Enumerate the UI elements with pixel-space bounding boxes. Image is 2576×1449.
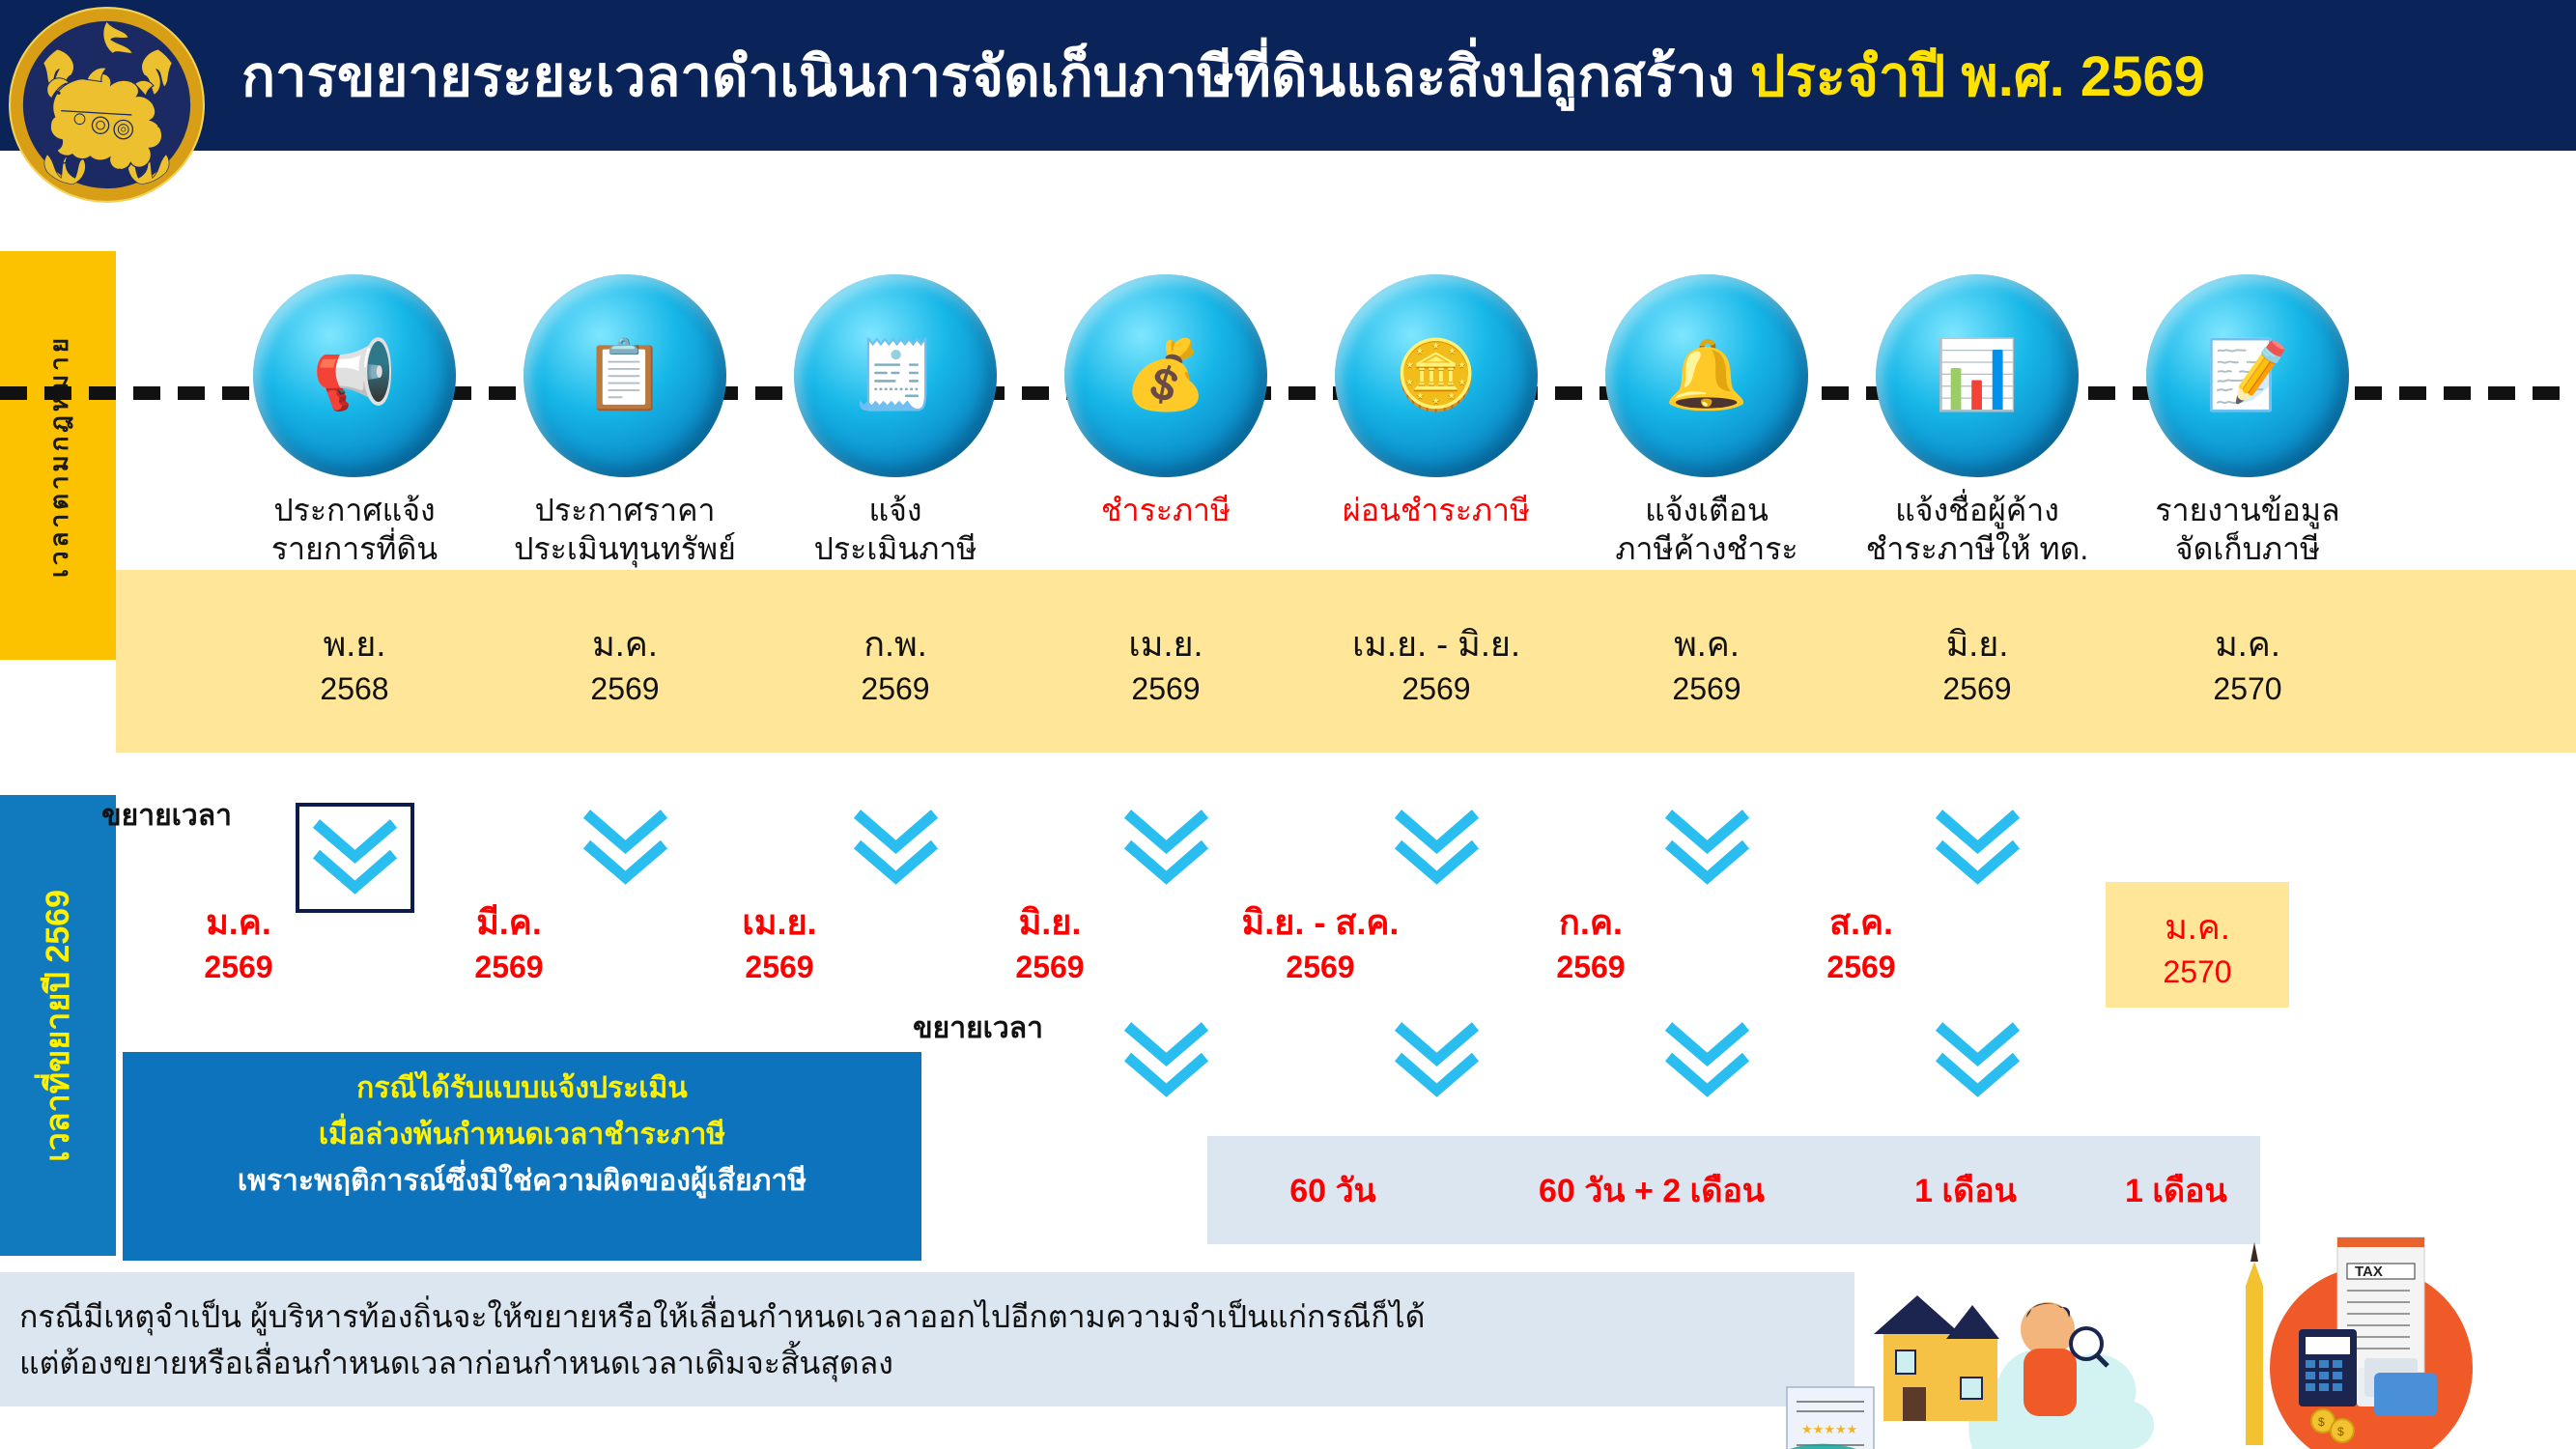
svg-text:$: $ [2337, 1425, 2344, 1438]
svg-text:TAX: TAX [2355, 1264, 2383, 1280]
svg-text:★★★★★: ★★★★★ [1801, 1422, 1857, 1436]
svg-text:$: $ [2318, 1415, 2325, 1429]
